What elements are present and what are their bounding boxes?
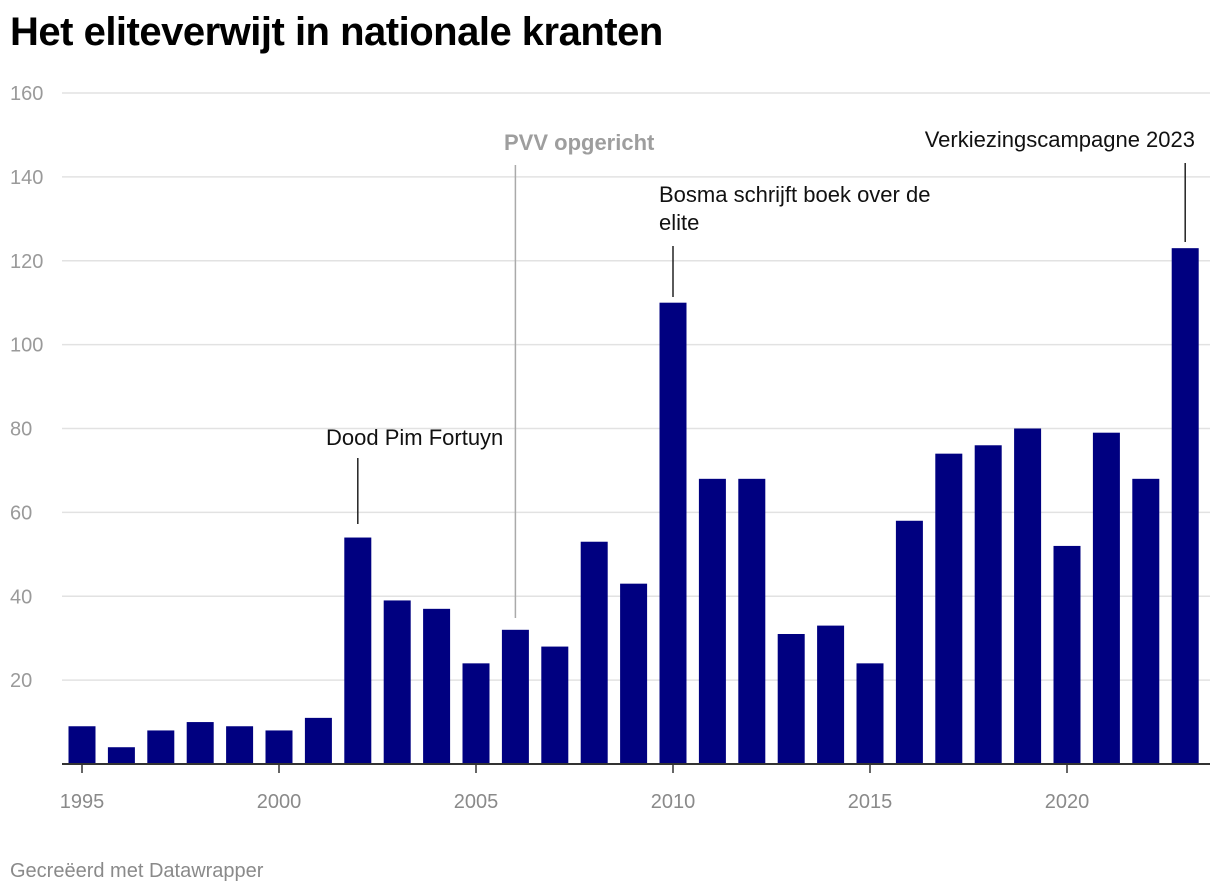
y-tick-label: 100	[10, 335, 43, 357]
y-tick-label: 60	[10, 502, 32, 524]
bar	[304, 717, 332, 764]
y-tick-label: 40	[10, 586, 32, 608]
bar	[856, 663, 884, 764]
bar	[1053, 545, 1081, 764]
bar	[935, 453, 963, 764]
x-tick-label: 2005	[454, 791, 499, 813]
bar	[107, 747, 135, 764]
gridlines: 20 40 60 80 100 120 140 160	[10, 83, 1210, 692]
bar	[1014, 428, 1042, 764]
x-tick-label: 1995	[60, 791, 105, 813]
bar	[186, 722, 214, 764]
annotations: Dood Pim Fortuyn PVV opgericht Bosma schri…	[326, 127, 1195, 618]
bar	[698, 478, 726, 764]
bar	[501, 629, 529, 764]
bar	[817, 625, 845, 764]
bar	[580, 541, 608, 764]
bar	[462, 663, 490, 764]
bar	[344, 537, 372, 764]
bar	[265, 730, 293, 764]
bar	[423, 608, 451, 764]
bar	[68, 726, 96, 764]
footer-credit: Gecreëerd met Datawrapper	[10, 860, 264, 882]
bar	[226, 726, 254, 764]
bar	[383, 600, 411, 764]
y-tick-label: 80	[10, 419, 32, 441]
bar	[659, 302, 687, 764]
x-tick-label: 2010	[651, 791, 696, 813]
y-tick-label: 120	[10, 251, 43, 273]
bar	[147, 730, 175, 764]
bar	[974, 445, 1002, 764]
x-tick-label: 2000	[257, 791, 302, 813]
annotation-label: Verkiezingscampagne 2023	[925, 127, 1195, 152]
annotation-label: PVV opgericht	[504, 130, 655, 155]
x-axis: 1995 2000 2005 2010 2015 2020	[60, 763, 1210, 813]
bar	[777, 633, 805, 764]
x-tick-label: 2015	[848, 791, 893, 813]
bar	[620, 583, 648, 764]
bar	[1132, 478, 1160, 764]
chart-title: Het eliteverwijt in nationale kranten	[10, 10, 663, 54]
bars	[68, 248, 1199, 764]
bar	[1092, 432, 1120, 764]
y-tick-label: 160	[10, 83, 43, 105]
annotation-label: Bosma schrijft boek over de	[659, 182, 930, 207]
annotation-label: elite	[659, 210, 699, 235]
x-tick-label: 2020	[1045, 791, 1090, 813]
bar	[895, 520, 923, 764]
bar	[738, 478, 766, 764]
bar	[541, 646, 569, 764]
y-tick-label: 140	[10, 167, 43, 189]
bar	[1171, 248, 1199, 764]
annotation-label: Dood Pim Fortuyn	[326, 425, 503, 450]
y-tick-label: 20	[10, 670, 32, 692]
